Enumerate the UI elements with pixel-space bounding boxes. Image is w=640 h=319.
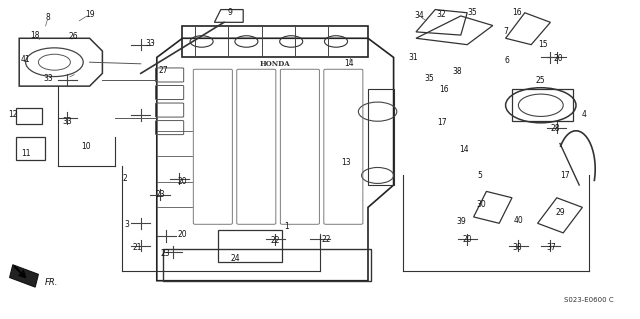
Text: 30: 30 <box>476 200 486 209</box>
Text: 9: 9 <box>228 8 233 17</box>
Text: 18: 18 <box>31 31 40 40</box>
Text: 20: 20 <box>177 177 188 186</box>
Text: 13: 13 <box>340 158 351 167</box>
Text: 40: 40 <box>513 216 524 225</box>
Text: 34: 34 <box>414 11 424 20</box>
Text: 1: 1 <box>284 222 289 231</box>
Text: 14: 14 <box>459 145 469 154</box>
Text: 27: 27 <box>158 66 168 75</box>
Text: 23: 23 <box>160 249 170 258</box>
Text: 14: 14 <box>344 59 354 68</box>
Text: 10: 10 <box>81 142 92 151</box>
Text: 5: 5 <box>477 171 483 180</box>
Text: 16: 16 <box>512 8 522 17</box>
Text: FR.: FR. <box>45 278 58 287</box>
Text: 24: 24 <box>230 254 241 263</box>
Text: 4: 4 <box>581 110 586 119</box>
Text: 16: 16 <box>438 85 449 94</box>
Text: 17: 17 <box>560 171 570 180</box>
Text: 19: 19 <box>84 10 95 19</box>
Text: 21: 21 <box>133 243 142 252</box>
Text: 35: 35 <box>467 8 477 17</box>
Text: 22: 22 <box>321 235 330 244</box>
Text: S023-E0600 C: S023-E0600 C <box>564 297 614 303</box>
Text: 20: 20 <box>462 235 472 244</box>
Text: 3: 3 <box>124 220 129 229</box>
Text: 33: 33 <box>145 39 156 48</box>
Text: 38: 38 <box>452 67 463 76</box>
Text: 29: 29 <box>555 208 565 217</box>
Polygon shape <box>10 265 38 287</box>
Text: 12: 12 <box>8 110 17 119</box>
Text: 20: 20 <box>554 54 564 63</box>
Text: 6: 6 <box>504 56 509 65</box>
Text: HONDA: HONDA <box>260 60 291 68</box>
Text: 39: 39 <box>456 217 466 226</box>
Text: 2: 2 <box>122 174 127 183</box>
Text: 33: 33 <box>43 74 53 83</box>
Text: 38: 38 <box>512 243 522 252</box>
Text: 15: 15 <box>538 40 548 49</box>
Text: 25: 25 <box>536 76 546 85</box>
Text: 32: 32 <box>436 10 447 19</box>
Text: 23: 23 <box>155 190 165 199</box>
Text: 7: 7 <box>503 27 508 36</box>
Text: 37: 37 <box>547 243 557 252</box>
Text: 8: 8 <box>45 13 51 22</box>
Text: 35: 35 <box>424 74 434 83</box>
Text: 22: 22 <box>271 236 280 245</box>
Text: 28: 28 <box>550 124 559 133</box>
Text: 17: 17 <box>436 118 447 127</box>
Text: 33: 33 <box>62 117 72 126</box>
Text: 31: 31 <box>408 53 418 62</box>
Text: 26: 26 <box>68 32 79 41</box>
Text: 41: 41 <box>20 55 31 63</box>
Text: 11: 11 <box>21 149 30 158</box>
Text: 20: 20 <box>177 230 188 239</box>
